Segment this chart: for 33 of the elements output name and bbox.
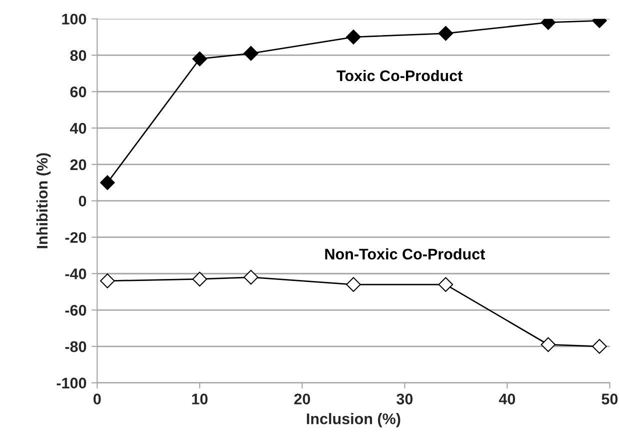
y-tick-label: 60 (70, 86, 86, 98)
point (192, 272, 208, 286)
y-tick-label: 40 (70, 122, 86, 134)
point (438, 277, 454, 292)
y-tick-label: -80 (65, 341, 86, 352)
y-tick-label: 0 (78, 196, 86, 207)
y-tick-label: 100 (62, 14, 86, 25)
point (100, 274, 115, 288)
y-tick-label: -40 (65, 268, 86, 280)
point (100, 175, 115, 190)
x-tick-label: 0 (94, 394, 101, 404)
point (592, 339, 607, 354)
series-label: Toxic Co-Product (336, 70, 462, 82)
point (346, 277, 361, 292)
point (244, 46, 258, 61)
x-tick-label: 50 (602, 394, 618, 404)
point (192, 51, 208, 66)
point (540, 337, 556, 352)
x-tick-label: 10 (192, 394, 208, 404)
y-tick-label: -20 (65, 232, 86, 243)
y-tick-label: -60 (65, 304, 86, 316)
series-label: Non-Toxic Co-Product (325, 248, 486, 260)
x-tick-label: 30 (396, 394, 413, 404)
y-tick-label: 80 (70, 50, 86, 61)
x-tick-label: 40 (498, 394, 516, 404)
y-axis-title: Inhibition (%) (36, 153, 51, 248)
y-tick-label: -100 (56, 378, 86, 388)
point (438, 26, 454, 41)
x-tick-label: 20 (294, 394, 310, 404)
point (244, 270, 258, 285)
point (346, 30, 361, 44)
x-axis-title: Inclusion (%) (306, 413, 400, 428)
y-tick-label: 20 (70, 159, 86, 170)
